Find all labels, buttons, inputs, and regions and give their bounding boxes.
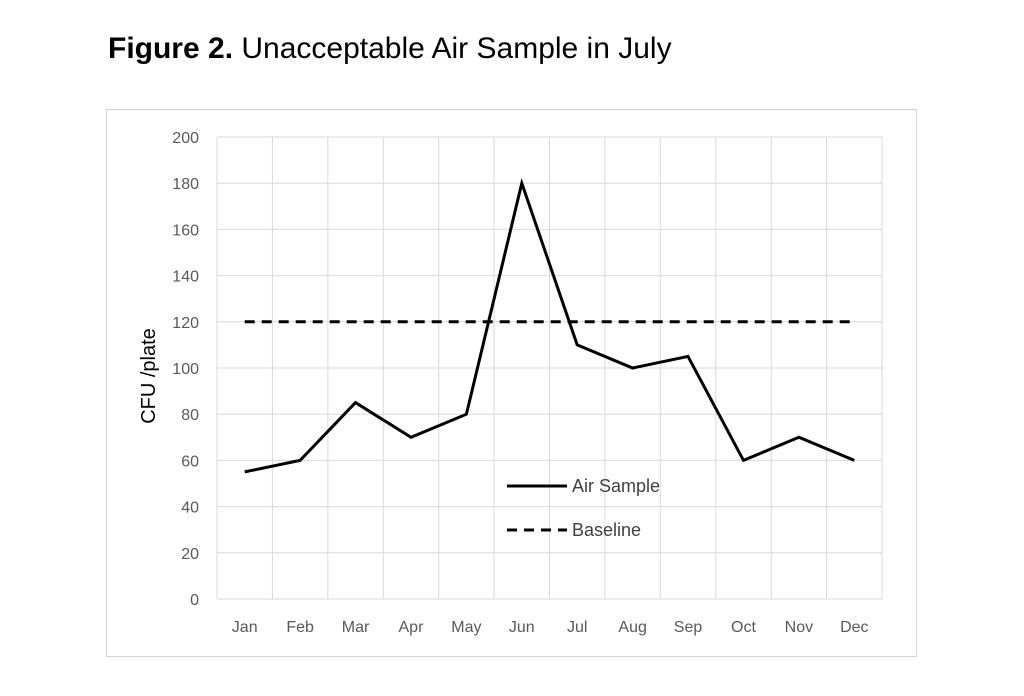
legend: Air Sample Baseline bbox=[507, 476, 660, 540]
y-tick-label: 140 bbox=[172, 269, 199, 286]
x-tick-label: Aug bbox=[618, 619, 646, 636]
chart-frame bbox=[106, 109, 917, 657]
x-tick-label: Oct bbox=[731, 619, 756, 636]
y-tick-label: 60 bbox=[181, 453, 199, 470]
x-tick-label: May bbox=[451, 619, 481, 636]
legend-label-baseline: Baseline bbox=[572, 520, 641, 540]
figure-title-text: Unacceptable Air Sample in July bbox=[233, 32, 672, 65]
y-tick-label: 120 bbox=[172, 315, 199, 332]
series-line-air-sample bbox=[244, 177, 855, 474]
x-tick-label: Apr bbox=[399, 619, 425, 636]
grid-layer bbox=[216, 136, 883, 600]
legend-label-air-sample: Air Sample bbox=[572, 476, 660, 496]
y-tick-label: 20 bbox=[181, 546, 199, 563]
y-tick-label: 0 bbox=[190, 592, 199, 609]
y-axis-label: CFU /plate bbox=[138, 328, 160, 424]
figure-title-lead: Figure 2. bbox=[108, 32, 234, 65]
x-tick-label: Mar bbox=[342, 619, 370, 636]
y-tick-label: 100 bbox=[172, 361, 199, 378]
x-tick-label: Nov bbox=[785, 619, 813, 636]
x-tick-label: Jan bbox=[232, 619, 258, 636]
y-tick-label: 80 bbox=[181, 407, 199, 424]
x-tick-label: Feb bbox=[286, 619, 314, 636]
figure-title: Figure 2. Unacceptable Air Sample in Jul… bbox=[108, 32, 672, 66]
y-tick-label: 200 bbox=[172, 130, 199, 147]
axis-layer: 0 20 40 60 80 100 120 140 160 180 200 Jan Feb Mar Apr M… bbox=[172, 130, 868, 636]
y-tick-label: 40 bbox=[181, 500, 199, 517]
x-tick-label: Sep bbox=[674, 619, 703, 636]
y-tick-label: 160 bbox=[172, 222, 199, 239]
series-layer bbox=[244, 177, 855, 474]
y-tick-label: 180 bbox=[172, 176, 199, 193]
x-tick-label: Dec bbox=[840, 619, 868, 636]
x-tick-label: Jun bbox=[509, 619, 535, 636]
x-tick-label: Jul bbox=[567, 619, 587, 636]
